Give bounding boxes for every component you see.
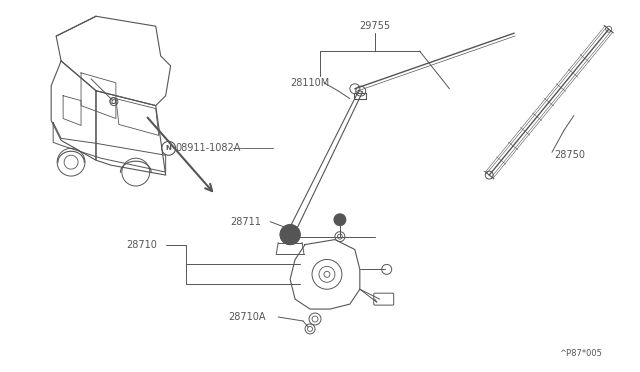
Text: 28710: 28710 [126, 240, 157, 250]
Text: ^P87*005: ^P87*005 [559, 349, 602, 358]
Text: 28710A: 28710A [228, 312, 266, 322]
Text: 28110M: 28110M [290, 78, 330, 88]
Text: N: N [166, 145, 172, 151]
Text: 28711: 28711 [230, 217, 261, 227]
Circle shape [280, 225, 300, 244]
Text: 29755: 29755 [359, 21, 390, 31]
Text: 08911-1082A: 08911-1082A [175, 143, 241, 153]
Text: 28750: 28750 [554, 150, 585, 160]
Circle shape [334, 214, 346, 226]
FancyBboxPatch shape [374, 293, 394, 305]
